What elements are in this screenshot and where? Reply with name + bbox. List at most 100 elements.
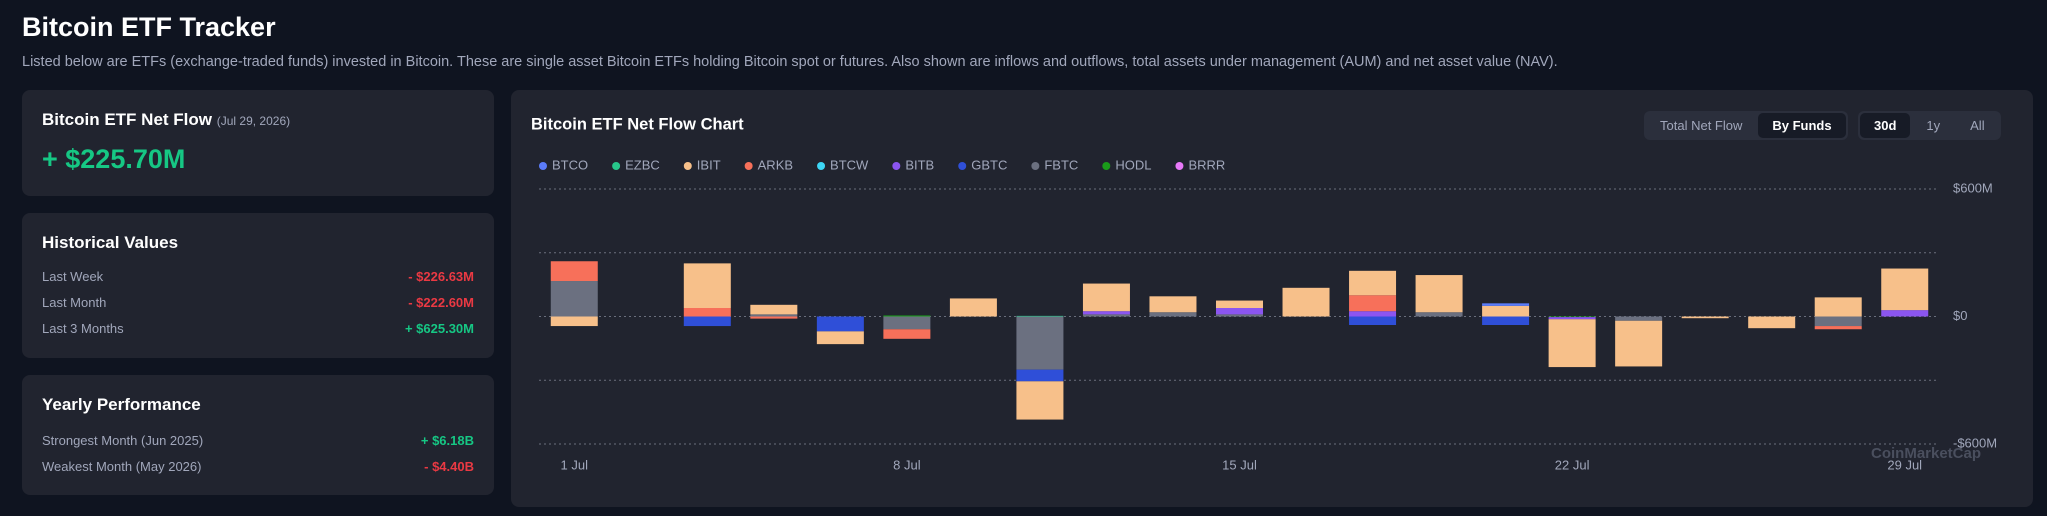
row: Last Week - $226.63M	[42, 269, 474, 284]
bar-segment	[750, 304, 798, 315]
bar-segment	[550, 281, 598, 317]
bar-segment	[1216, 300, 1263, 308]
bar-segment	[816, 331, 864, 345]
legend-label: FBTC	[1044, 157, 1078, 172]
legend-swatch	[744, 162, 753, 170]
bar-segment	[1548, 316, 1596, 318]
bar-segment	[1482, 316, 1530, 325]
x-tick-label: 15 Jul	[1222, 457, 1257, 472]
legend-label: GBTC	[971, 157, 1007, 172]
bar-segment	[1548, 317, 1596, 320]
legend-label: EZBC	[625, 157, 660, 172]
legend-label: IBIT	[697, 157, 721, 172]
toggle-button[interactable]: By Funds	[1758, 113, 1846, 138]
bar-segment	[816, 316, 864, 332]
chart-title: Bitcoin ETF Net Flow Chart	[531, 115, 744, 133]
bar-segment	[550, 316, 598, 327]
legend-swatch	[612, 162, 621, 170]
row: Last Month - $222.60M	[42, 295, 474, 310]
row-label: Last Month	[42, 295, 107, 310]
toggle-button[interactable]: Total Net Flow	[1660, 118, 1743, 133]
legend-label: BTCO	[552, 157, 588, 172]
bar-segment	[1881, 310, 1929, 317]
bar-segment	[1814, 316, 1862, 327]
bar-segment	[1415, 275, 1463, 313]
y-tick-label: $600M	[1953, 180, 1993, 195]
toggle-button[interactable]: 30d	[1860, 113, 1911, 138]
row: Last 3 Months + $625.30M	[42, 321, 474, 336]
bar-segment	[1149, 296, 1197, 313]
yearly-card: Yearly Performance Strongest Month (Jun …	[22, 375, 494, 495]
card-title: Historical Values	[42, 233, 179, 252]
bar-segment	[883, 315, 931, 317]
legend-swatch	[892, 162, 901, 170]
row-period: (May 2026)	[135, 459, 202, 474]
row-label: Strongest Month	[42, 433, 138, 448]
bar-segment	[1349, 295, 1397, 312]
bar-segment	[1149, 312, 1197, 317]
row-label: Last 3 Months	[42, 321, 124, 336]
chart: Bitcoin ETF Net Flow Chart CoinMarketCap…	[531, 115, 1997, 472]
bar-segment	[1881, 268, 1929, 311]
bar-segment	[949, 298, 997, 317]
row-value: - $4.40B	[424, 459, 474, 474]
bar-segment	[1349, 316, 1397, 325]
row-label: Weakest Month	[42, 459, 133, 474]
toggle-button[interactable]: All	[1970, 118, 1985, 133]
x-tick-label: 8 Jul	[893, 457, 921, 472]
y-tick-label: $0	[1953, 308, 1967, 323]
row-value: + $6.18B	[420, 433, 474, 448]
row-value: + $625.30M	[404, 321, 474, 336]
legend-swatch	[958, 162, 967, 170]
row-label: Last Week	[42, 269, 104, 284]
row-period: (Jun 2025)	[141, 433, 204, 448]
bar-segment	[683, 308, 731, 317]
bar-segment	[1016, 369, 1064, 382]
bar-segment	[1615, 320, 1663, 367]
bar-segment	[1016, 315, 1064, 317]
bar-segment	[1282, 287, 1330, 317]
bar-segment	[1482, 303, 1530, 306]
legend-label: HODL	[1115, 157, 1151, 172]
bar-segment	[1016, 381, 1064, 420]
legend-swatch	[683, 162, 692, 170]
card-title: Bitcoin ETF Net Flow	[42, 110, 212, 129]
legend-swatch	[539, 162, 547, 170]
bar-segment	[883, 329, 931, 339]
bar-segment	[883, 316, 931, 330]
bar-segment	[550, 261, 598, 282]
bar-segment	[1349, 311, 1397, 317]
card-title: Yearly Performance	[42, 395, 201, 414]
x-tick-label: 1 Jul	[561, 457, 589, 472]
x-tick-label: 22 Jul	[1555, 457, 1590, 472]
legend-label: ARKB	[758, 157, 793, 172]
x-tick-label: 29 Jul	[1887, 457, 1922, 472]
legend-swatch	[1175, 162, 1184, 170]
date: (Jul 29, 2026)	[216, 114, 291, 128]
bar-segment	[1814, 326, 1862, 330]
bar-segment	[1681, 316, 1729, 319]
net-flow-card: Bitcoin ETF Net Flow (Jul 29, 2026) + $2…	[22, 90, 494, 196]
bar-segment	[1082, 283, 1130, 312]
row-value: - $222.60M	[408, 295, 474, 310]
toggle-button[interactable]: 1y	[1926, 118, 1941, 133]
chart-panel: Total Net Flow By Funds 30d 1y All Bitcoin …	[511, 90, 2033, 507]
bar-segment	[1082, 314, 1130, 317]
bar-segment	[1482, 305, 1530, 317]
bar-segment	[1548, 319, 1596, 368]
bar-segment	[1216, 308, 1263, 315]
net-flow-value: + $225.70M	[42, 144, 186, 174]
legend-label: BITB	[905, 157, 934, 172]
bar-segment	[750, 316, 798, 319]
legend-swatch	[1102, 162, 1111, 170]
bar-segment	[683, 263, 731, 308]
bar-segment	[1748, 316, 1796, 329]
range-toggle: 30d 1y All	[1858, 111, 2001, 140]
legend-swatch	[1031, 162, 1040, 170]
bar-segment	[1814, 297, 1862, 317]
bar-segment	[1016, 316, 1064, 370]
row: Weakest Month (May 2026) - $4.40B	[42, 459, 474, 474]
bar-segment	[683, 316, 731, 327]
historical-card: Historical Values Last Week - $226.63M Las…	[22, 213, 494, 358]
legend-label: BTCW	[830, 157, 869, 172]
